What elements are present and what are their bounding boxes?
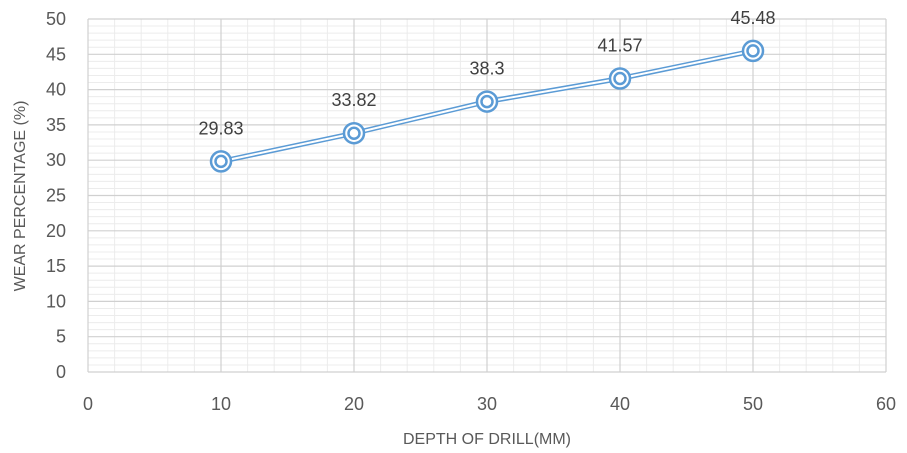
x-axis-title: DEPTH OF DRILL(MM) bbox=[403, 431, 571, 448]
x-tick-label: 20 bbox=[344, 394, 364, 414]
x-tick-label: 60 bbox=[876, 394, 896, 414]
data-point-inner bbox=[214, 154, 228, 169]
y-tick-label: 30 bbox=[46, 150, 66, 170]
x-tick-label: 30 bbox=[477, 394, 497, 414]
data-point-inner bbox=[613, 71, 627, 86]
data-label: 33.82 bbox=[331, 90, 376, 110]
y-tick-label: 5 bbox=[56, 327, 66, 347]
data-label: 29.83 bbox=[198, 118, 243, 138]
y-tick-label: 20 bbox=[46, 221, 66, 241]
y-tick-label: 50 bbox=[46, 9, 66, 29]
x-tick-label: 40 bbox=[610, 394, 630, 414]
data-point-inner bbox=[480, 94, 494, 109]
y-tick-label: 15 bbox=[46, 256, 66, 276]
data-label: 38.3 bbox=[469, 59, 504, 79]
data-labels: 29.83 33.82 38.3 41.57 45.48 bbox=[198, 8, 775, 138]
data-point-inner bbox=[347, 126, 361, 140]
x-tick-label: 50 bbox=[743, 394, 763, 414]
y-tick-label: 0 bbox=[56, 362, 66, 382]
series-group bbox=[209, 39, 765, 173]
x-tick-label: 10 bbox=[211, 394, 231, 414]
y-axis-title: WEAR PERCENTAGE (%) bbox=[12, 101, 29, 292]
y-tick-label: 40 bbox=[46, 80, 66, 100]
data-label: 45.48 bbox=[730, 8, 775, 28]
y-tick-label: 25 bbox=[46, 186, 66, 206]
y-axis-ticks: 0 5 10 15 20 25 30 35 40 45 50 bbox=[46, 9, 66, 382]
x-axis-ticks: 0 10 20 30 40 50 60 bbox=[83, 394, 896, 414]
data-label: 41.57 bbox=[597, 36, 642, 56]
y-tick-label: 10 bbox=[46, 291, 66, 311]
y-tick-label: 35 bbox=[46, 115, 66, 135]
data-point-inner bbox=[746, 44, 760, 58]
x-tick-label: 0 bbox=[83, 394, 93, 414]
y-tick-label: 45 bbox=[46, 44, 66, 64]
